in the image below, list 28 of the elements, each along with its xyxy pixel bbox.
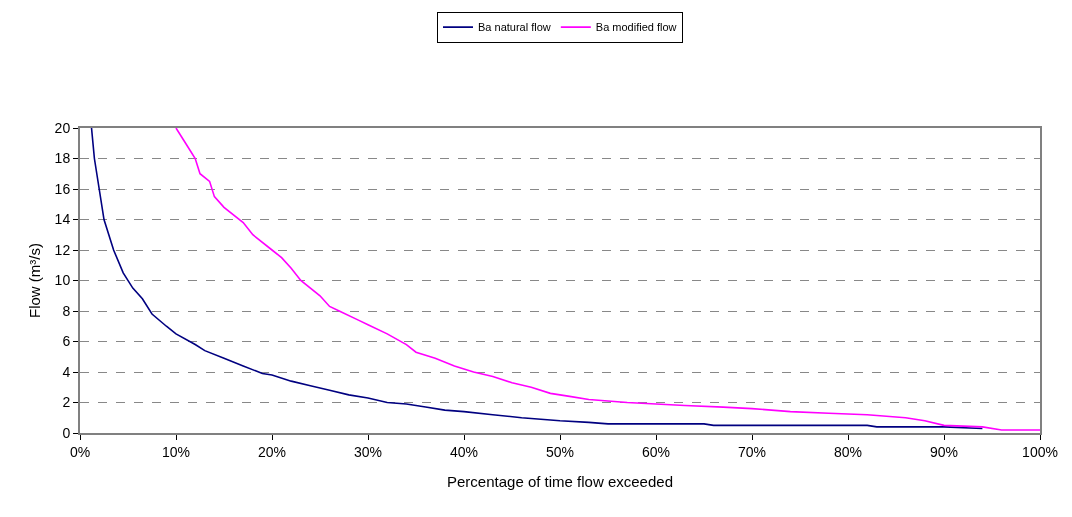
y-tick-label: 18 — [54, 150, 71, 167]
y-tick-label: 10 — [54, 272, 71, 289]
x-tick-label: 20% — [257, 443, 287, 460]
x-tick-label: 50% — [545, 443, 575, 460]
x-tick-label: 100% — [1022, 443, 1058, 460]
y-tick-label: 6 — [62, 333, 71, 350]
y-tick-label: 0 — [62, 424, 71, 441]
y-tick-label: 12 — [54, 241, 71, 258]
y-tick-label: 16 — [54, 180, 71, 197]
y-tick-label: 20 — [54, 119, 71, 136]
legend-label: Ba modified flow — [595, 21, 677, 34]
x-axis-title: Percentage of time flow exceeded — [447, 473, 673, 491]
line-series — [175, 128, 1040, 431]
y-axis-title: Flow (m³/s) — [26, 243, 44, 318]
x-tick-label: 70% — [737, 443, 767, 460]
legend-label: Ba natural flow — [478, 21, 551, 34]
x-tick-label: 80% — [833, 443, 863, 460]
y-tick-label: 2 — [62, 394, 71, 411]
x-tick-label: 0% — [69, 443, 91, 460]
x-tick-label: 30% — [353, 443, 383, 460]
x-tick-label: 90% — [929, 443, 959, 460]
x-tick-label: 40% — [449, 443, 479, 460]
x-tick-label: 60% — [641, 443, 671, 460]
y-tick-label: 14 — [54, 211, 71, 228]
x-tick-label: 10% — [161, 443, 191, 460]
line-series — [90, 128, 984, 430]
y-tick-label: 8 — [62, 302, 71, 319]
y-tick-label: 4 — [62, 363, 71, 380]
